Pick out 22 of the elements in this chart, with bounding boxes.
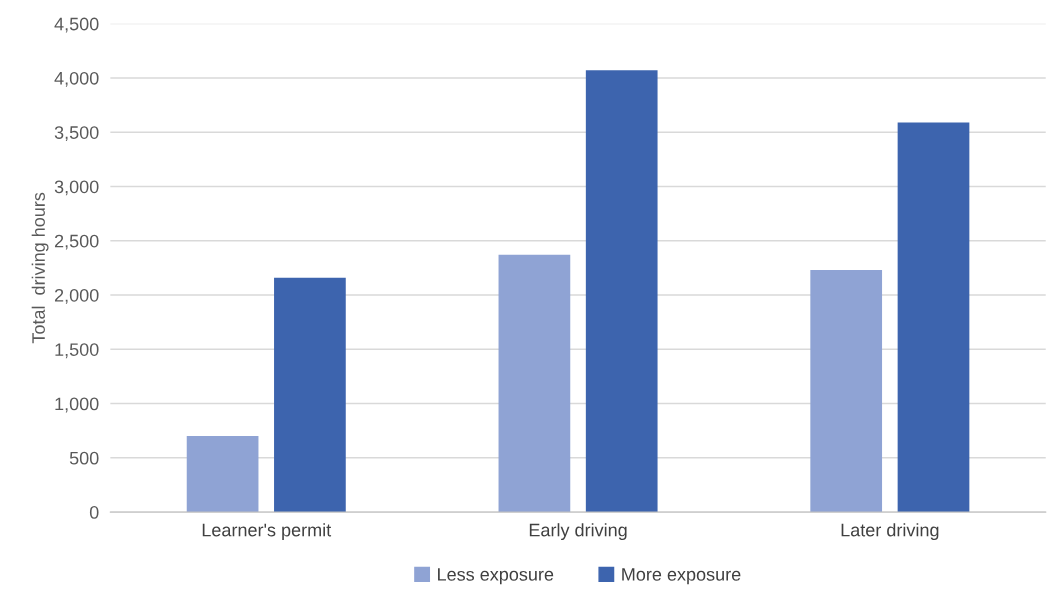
bar bbox=[810, 270, 883, 513]
y-tick-label: 3,500 bbox=[54, 126, 99, 142]
bar bbox=[498, 254, 571, 513]
y-axis-title: Total driving hours bbox=[31, 192, 49, 344]
y-tick-label: 4,000 bbox=[54, 71, 99, 87]
y-tick-label: 1,500 bbox=[55, 343, 99, 359]
y-tick-label: 4,500 bbox=[54, 17, 99, 33]
y-tick-label: 0 bbox=[89, 506, 99, 519]
legend-label: More exposure bbox=[622, 568, 741, 585]
x-tick-label: Early driving bbox=[529, 523, 627, 541]
y-tick-label: 1,000 bbox=[55, 397, 99, 413]
x-tick-label: Later driving bbox=[841, 523, 939, 541]
legend-label: Less exposure bbox=[438, 568, 554, 585]
x-tick-label: Learner's permit bbox=[202, 523, 332, 541]
y-tick-label: 3,000 bbox=[54, 180, 99, 196]
bar bbox=[274, 277, 346, 513]
y-tick-label: 2,000 bbox=[54, 288, 99, 304]
bar bbox=[585, 70, 658, 513]
bar bbox=[186, 436, 259, 513]
bar bbox=[897, 122, 970, 513]
y-tick-label: 2,500 bbox=[54, 234, 99, 250]
y-tick-label: 500 bbox=[69, 451, 99, 465]
